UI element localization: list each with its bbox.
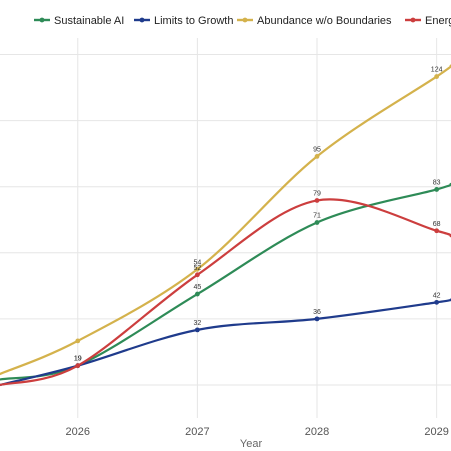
data-point-energy-2028 (314, 198, 320, 203)
grid-layer (0, 38, 451, 418)
axis-layer: Year 2026 2027 2028 2029 (66, 426, 449, 450)
data-label-energy-2027: 52 (193, 265, 201, 272)
series-line-energy (0, 198, 451, 387)
data-label-sustainable-ai-2028: 71 (313, 212, 321, 219)
data-label-abundance-w-o-boundaries-2029: 124 (431, 67, 443, 74)
legend-marker-limits-to-growth (139, 17, 145, 23)
x-tick-label-2026: 2026 (66, 426, 90, 438)
series-layer (0, 64, 451, 387)
data-label-abundance-w-o-boundaries-2028: 95 (313, 146, 321, 153)
legend-item-limits-to-growth: Limits to Growth (134, 15, 233, 27)
x-tick-label-2028: 2028 (305, 426, 329, 438)
legend-label-sustainable-ai: Sustainable AI (54, 15, 124, 27)
data-point-sustainable-ai-2027 (194, 291, 200, 297)
data-point-energy-2027 (194, 272, 200, 278)
series-line-abundance-w-o-boundaries (0, 64, 451, 376)
data-point-limits-to-growth-2028 (314, 316, 320, 322)
data-point-abundance-w-o-boundaries-2026 (75, 338, 81, 344)
data-label-limits-to-growth-2026: 19 (74, 356, 82, 363)
legend-label-abundance-w-o-boundaries: Abundance w/o Boundaries (257, 15, 392, 27)
data-point-abundance-w-o-boundaries-2028 (314, 154, 320, 159)
series-line-sustainable-ai (0, 182, 451, 381)
legend-label-limits-to-growth: Limits to Growth (154, 15, 233, 27)
legend-marker-abundance-w-o-boundaries (242, 17, 248, 23)
data-label-limits-to-growth-2028: 36 (313, 309, 321, 316)
legend-item-energy: Energy (405, 15, 451, 27)
series-line-limits-to-growth (0, 298, 451, 387)
data-label-energy-2028: 79 (313, 190, 321, 197)
data-label-abundance-w-o-boundaries-2027: 54 (193, 259, 201, 266)
data-point-energy-2026 (75, 363, 81, 369)
data-point-limits-to-growth-2029 (434, 299, 440, 305)
legend: Sustainable AI Limits to Growth Abundance … (34, 15, 451, 27)
data-label-energy-2029: 68 (433, 221, 441, 228)
x-tick-label-2029: 2029 (424, 426, 448, 438)
legend-label-energy: Energy (425, 15, 451, 27)
x-tick-label-2027: 2027 (185, 426, 209, 438)
x-axis-title: Year (240, 438, 263, 450)
legend-item-abundance-w-o-boundaries: Abundance w/o Boundaries (237, 15, 392, 27)
data-point-sustainable-ai-2029 (434, 187, 440, 192)
legend-marker-sustainable-ai (39, 17, 45, 23)
data-point-energy-2029 (434, 228, 440, 234)
data-label-sustainable-ai-2026: 19 (74, 356, 82, 363)
legend-marker-energy (410, 17, 416, 23)
data-label-limits-to-growth-2027: 32 (193, 320, 201, 327)
data-label-sustainable-ai-2027: 45 (193, 284, 201, 291)
data-label-limits-to-growth-2029: 42 (433, 292, 441, 299)
data-label-sustainable-ai-2029: 83 (433, 179, 441, 186)
data-point-abundance-w-o-boundaries-2029 (434, 74, 440, 79)
data-point-limits-to-growth-2027 (194, 327, 200, 333)
data-point-sustainable-ai-2028 (314, 220, 320, 225)
legend-item-sustainable-ai: Sustainable AI (34, 15, 124, 27)
data-point-abundance-w-o-boundaries-2027 (194, 266, 200, 272)
